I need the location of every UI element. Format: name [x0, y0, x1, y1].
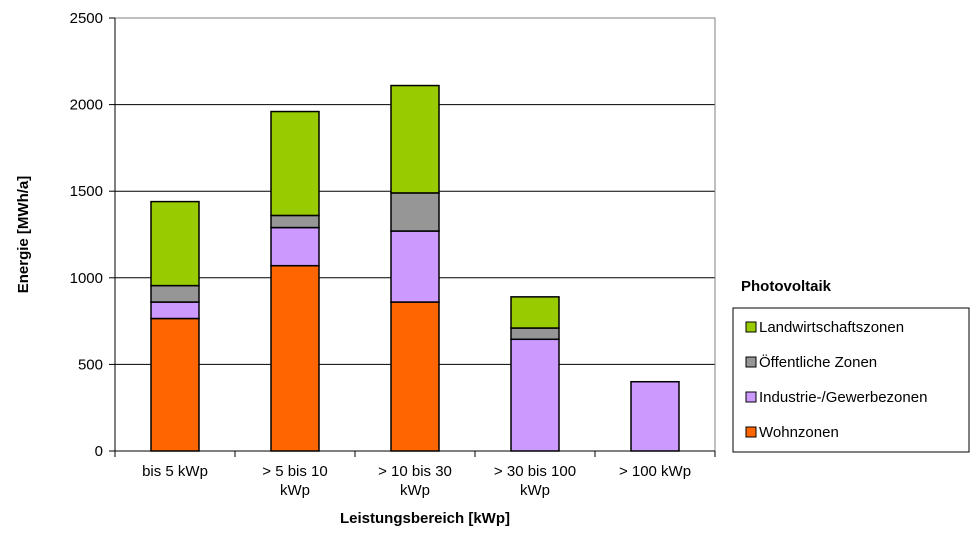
bar-segment [390, 192, 440, 232]
bar-segment [150, 200, 200, 287]
y-tick-label: 2000 [70, 97, 103, 114]
legend-label: Industrie-/Gewerbezonen [759, 389, 927, 406]
bar-segment [390, 230, 440, 303]
x-tick-label: kWp [400, 482, 430, 499]
bar-segment [630, 380, 680, 452]
legend-swatch [745, 321, 757, 333]
x-tick-label: kWp [520, 482, 550, 499]
bar-segment [270, 214, 320, 229]
bar-segment [390, 84, 440, 194]
x-tick-label: > 10 bis 30 [378, 463, 452, 480]
bar-segment [270, 110, 320, 217]
y-tick-label: 1000 [70, 270, 103, 287]
y-tick-labels: 0 500 1000 1500 2000 2500 [70, 10, 103, 460]
legend: Landwirtschaftszonen Öffentliche Zonen Ind… [745, 319, 927, 441]
y-axis-title: Energie [MWh/a] [15, 176, 32, 294]
y-tick-label: 500 [78, 356, 103, 373]
x-tick-label: > 30 bis 100 [494, 463, 576, 480]
legend-swatch [745, 391, 757, 403]
bar-segment [150, 301, 200, 320]
x-tick-labels: bis 5 kWp > 5 bis 10 kWp > 10 bis 30 kWp > 30… [142, 463, 691, 499]
bar-segment [270, 264, 320, 452]
bars [150, 84, 680, 452]
bar-segment [150, 317, 200, 452]
y-tick-label: 0 [95, 443, 103, 460]
y-tick-label: 1500 [70, 183, 103, 200]
bar-segment [150, 284, 200, 303]
axes [109, 17, 716, 457]
x-tick-label: kWp [280, 482, 310, 499]
bar-segment [390, 301, 440, 452]
bar-segment [270, 226, 320, 267]
bar-segment [510, 327, 560, 341]
x-tick-label: > 5 bis 10 [262, 463, 327, 480]
legend-swatch [745, 356, 757, 368]
legend-label: Wohnzonen [759, 424, 839, 441]
legend-title: Photovoltaik [741, 278, 832, 295]
y-tick-label: 2500 [70, 10, 103, 27]
legend-swatch [745, 426, 757, 438]
x-axis-title: Leistungsbereich [kWp] [340, 510, 510, 527]
x-tick-label: bis 5 kWp [142, 463, 208, 480]
legend-label: Landwirtschaftszonen [759, 319, 904, 336]
legend-label: Öffentliche Zonen [759, 353, 877, 371]
bar-segment [510, 296, 560, 329]
x-tick-label: > 100 kWp [619, 463, 691, 480]
legend-box [732, 307, 970, 453]
bar-segment [510, 338, 560, 452]
